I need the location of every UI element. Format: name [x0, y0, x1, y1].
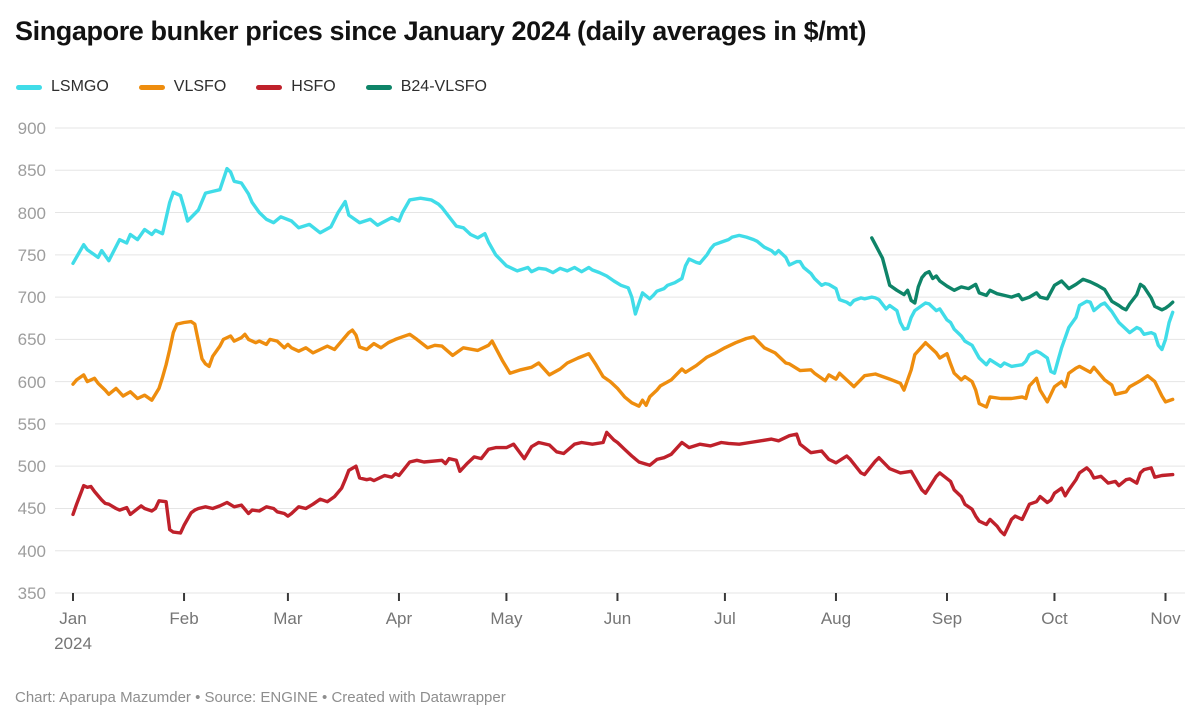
series-line-hsfo [71, 430, 1175, 537]
legend-item-hsfo: HSFO [256, 78, 336, 96]
y-axis-label-800: 800 [17, 203, 46, 223]
x-axis-label-jul: Jul [714, 609, 736, 628]
attribution-footer: Chart: Aparupa Mazumder • Source: ENGINE… [15, 689, 506, 706]
legend-item-lsmgo: LSMGO [16, 78, 109, 96]
y-axis-label-850: 850 [17, 161, 46, 181]
legend-label: VLSFO [173, 78, 227, 95]
y-axis-label-700: 700 [17, 288, 46, 308]
legend-swatch-icon [16, 84, 42, 90]
x-axis-label-apr: Apr [385, 609, 413, 628]
x-axis-label-feb: Feb [169, 609, 199, 628]
x-axis-year-label: 2024 [54, 633, 92, 653]
x-axis-label-oct: Oct [1041, 609, 1068, 628]
y-axis-label-450: 450 [17, 499, 46, 519]
legend-swatch-icon [138, 84, 165, 90]
legend-item-vlsfo: VLSFO [138, 78, 227, 96]
series-line-vlsfo [71, 319, 1175, 409]
y-axis-label-350: 350 [17, 584, 46, 603]
x-axis-label-aug: Aug [820, 609, 852, 628]
y-axis-label-500: 500 [17, 457, 46, 477]
legend-item-b24-vlsfo: B24-VLSFO [365, 78, 487, 96]
y-axis-label-400: 400 [17, 541, 46, 561]
x-axis-label-jan: Jan 2024 [33, 607, 113, 656]
series-line-b24-vlsfo [870, 236, 1175, 312]
x-axis-label-may: May [490, 609, 523, 628]
series-line-lsmgo [71, 166, 1175, 375]
legend-label: LSMGO [51, 78, 109, 95]
x-axis-label-jun: Jun [603, 609, 632, 628]
y-axis-label-650: 650 [17, 330, 46, 350]
x-axis-label-nov: Nov [1150, 609, 1181, 628]
legend-label: B24-VLSFO [400, 78, 487, 95]
legend: LSMGO VLSFO HSFO B24-VLSFO [16, 78, 487, 96]
legend-swatch-icon [256, 84, 283, 90]
legend-swatch-icon [365, 84, 392, 90]
x-axis-label-sep: Sep [931, 609, 963, 628]
y-axis-label-750: 750 [17, 245, 46, 265]
y-axis-label-900: 900 [17, 119, 46, 138]
chart-title: Singapore bunker prices since January 20… [15, 16, 867, 46]
x-axis-label-mar: Mar [273, 609, 303, 628]
legend-label: HSFO [291, 78, 336, 95]
y-axis-label-550: 550 [17, 414, 46, 434]
y-axis-label-600: 600 [17, 372, 46, 392]
